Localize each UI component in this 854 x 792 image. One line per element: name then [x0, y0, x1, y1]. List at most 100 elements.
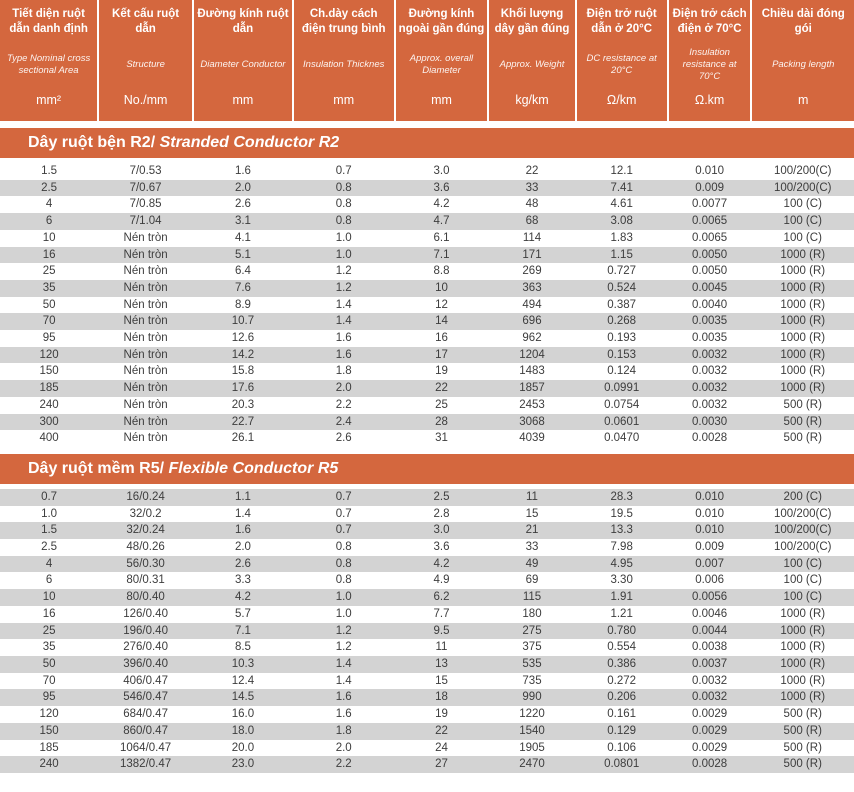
table-cell: 1.8	[335, 365, 352, 378]
table-cell: 0.0470	[604, 432, 640, 445]
table-cell: 0.7	[292, 522, 395, 540]
table-cell: 0.006	[695, 574, 724, 587]
table-cell: 22	[394, 380, 489, 397]
table-cell: 10.7	[192, 313, 293, 331]
table-cell: 171	[488, 246, 576, 264]
cable-spec-sheet: Tiết diện ruột dẫn danh định Type Nomina…	[0, 0, 854, 773]
table-cell: 0.0065	[667, 213, 752, 230]
table-cell: 0.386	[575, 655, 668, 673]
table-cell: 990	[488, 689, 576, 707]
table-cell: 100/200(C)	[773, 165, 832, 177]
table-cell: 56/0.30	[98, 555, 193, 573]
table-cell: 269	[522, 265, 542, 278]
header-unit-label: mm²	[36, 93, 62, 107]
table-cell: 2.5	[41, 541, 58, 554]
table-cell: 1.83	[610, 231, 633, 244]
table-cell: 21	[488, 522, 576, 540]
table-cell: 1483	[519, 365, 545, 378]
table-cell: 4039	[519, 432, 545, 445]
table-cell: 4	[0, 555, 99, 573]
table-cell: 33	[488, 179, 576, 197]
section-cell: Dây ruột bện R2/ Stranded Conductor R2	[0, 121, 854, 163]
table-cell: 1.8	[292, 722, 395, 740]
table-cell: 2.6	[234, 198, 251, 211]
table-cell: 0.010	[695, 165, 724, 177]
table-cell: 1000 (R)	[780, 641, 826, 654]
table-cell: 1000 (R)	[780, 298, 826, 311]
table-cell: 10	[0, 589, 99, 606]
table-row: 16 126/0.40 5.7 1.0 7.7 180 1.21 0.0046 1000 (R)	[0, 606, 854, 623]
table-cell: 0.8	[335, 541, 352, 554]
table-cell: 7/1.04	[98, 213, 193, 230]
table-cell: 0.0032	[667, 346, 752, 364]
table-cell: 0.010	[695, 507, 724, 520]
header-unit-label: m	[798, 93, 809, 107]
table-cell: 70	[0, 313, 99, 331]
table-cell: 396/0.40	[98, 655, 193, 673]
table-cell: 860/0.47	[98, 722, 193, 740]
table-cell: 180	[522, 607, 542, 620]
table-cell: 3.30	[610, 574, 633, 587]
table-cell: 2.0	[335, 741, 352, 754]
table-cell: 115	[488, 589, 576, 606]
table-cell: 0.7	[335, 507, 352, 520]
table-cell: 1000 (R)	[751, 689, 854, 707]
table-cell: 2.8	[433, 507, 450, 520]
table-cell: 14.2	[192, 346, 293, 364]
table-cell: 1000 (R)	[751, 313, 854, 331]
table-cell: 48	[525, 198, 539, 211]
table-cell: 0.0801	[575, 756, 668, 773]
table-cell: 95	[42, 332, 56, 345]
header-en-label: Diameter Conductor	[200, 59, 286, 70]
header-unit-label: Ω.km	[694, 93, 725, 107]
table-cell: 12	[435, 298, 448, 311]
table-cell: 114	[522, 231, 542, 244]
header-unit-label: mm	[431, 93, 452, 107]
table-cell: 2.0	[234, 541, 251, 554]
table-cell: 1905	[519, 741, 545, 754]
table-cell: 300	[0, 413, 99, 431]
table-row: 2.5 7/0.67 2.0 0.8 3.6 33 7.41 0.009 100/200(C)	[0, 179, 854, 197]
table-cell: 7.41	[575, 179, 668, 197]
table-cell: 100/200(C)	[773, 541, 832, 554]
table-cell: 9.5	[394, 622, 489, 640]
table-cell: 10	[394, 279, 489, 297]
table-cell: 0.0030	[667, 413, 752, 431]
table-cell: 4.9	[433, 574, 450, 587]
table-cell: 0.8	[335, 574, 352, 587]
table-cell: 4	[45, 198, 53, 211]
table-cell: 1000 (R)	[780, 265, 826, 278]
col-header-overall-diameter: Đường kính ngoài gần đúng Approx. overal…	[393, 0, 489, 121]
table-cell: 0.0040	[692, 298, 728, 311]
table-cell: 100 (C)	[751, 213, 854, 230]
header-vn-label: Chiều dài đóng gói	[761, 8, 845, 35]
table-cell: 80/0.40	[98, 589, 193, 606]
table-cell: 2.0	[192, 179, 293, 197]
col-header-weight: Khối lượng dây gần đúng Approx. Weight k…	[487, 0, 576, 121]
header-en-label: DC resistance at 20°C	[586, 53, 657, 76]
table-cell: Nén tròn	[98, 380, 193, 397]
table-cell: 16/0.24	[98, 488, 193, 506]
table-cell: 0.0028	[692, 432, 728, 445]
section-title-en: Flexible Conductor R5	[168, 459, 339, 477]
table-cell: 0.0032	[667, 689, 752, 707]
table-cell: 500 (R)	[783, 741, 822, 754]
table-cell: 120	[0, 346, 99, 364]
table-cell: 1000 (R)	[751, 246, 854, 264]
table-cell: Nén tròn	[98, 346, 193, 364]
col-header-insulation-thickness: Ch.dày cách điện trung bình Insulation T…	[291, 0, 395, 121]
table-cell: 0.554	[607, 641, 637, 654]
table-cell: 500 (R)	[783, 432, 822, 445]
table-cell: 185	[39, 741, 59, 754]
table-cell: 10	[42, 231, 56, 244]
table-cell: Nén tròn	[123, 265, 168, 278]
table-cell: 375	[522, 641, 542, 654]
table-cell: 1.0	[41, 507, 58, 520]
section-header-row: Dây ruột bện R2/ Stranded Conductor R2	[0, 121, 854, 163]
table-cell: 6	[45, 574, 53, 587]
table-cell: 22.7	[192, 413, 293, 431]
table-cell: 0.0035	[692, 332, 728, 345]
table-cell: 2.6	[192, 555, 293, 573]
table-cell: 0.0038	[692, 641, 728, 654]
table-cell: 25	[435, 398, 448, 411]
